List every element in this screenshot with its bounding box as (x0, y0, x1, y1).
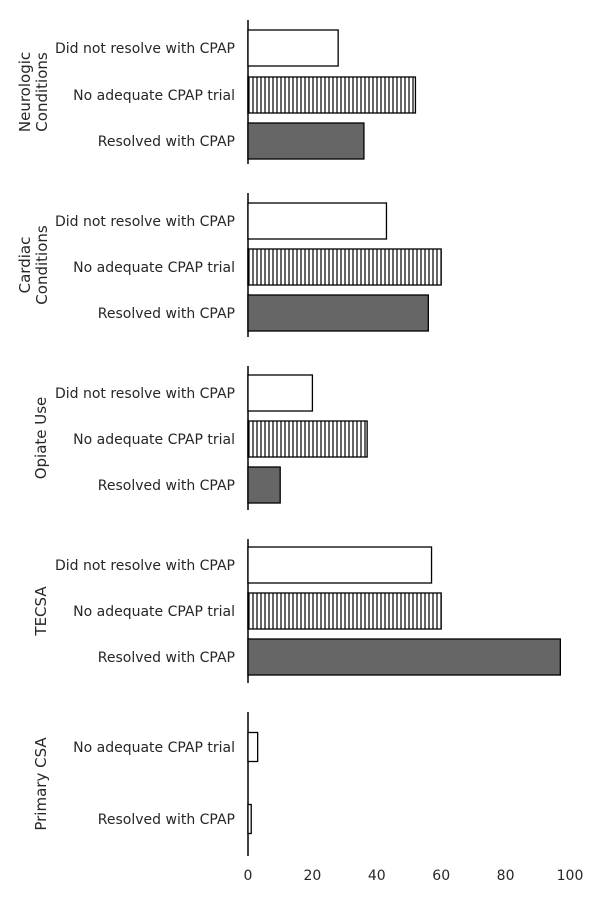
bar-resolved-with-cpap (247, 294, 429, 332)
x-tick-label: 20 (303, 868, 321, 884)
category-label: Resolved with CPAP (98, 478, 235, 494)
bar-no-adequate-cpap-trial (247, 731, 259, 763)
group-label: Opiate Use (32, 397, 50, 480)
x-tick-label: 40 (368, 868, 386, 884)
x-tick-label: 60 (432, 868, 450, 884)
x-tick-label: 100 (557, 868, 584, 884)
x-tick-label: 0 (244, 868, 253, 884)
bar-no-adequate-cpap-trial (247, 248, 442, 286)
bar-resolved-with-cpap (247, 122, 365, 160)
group-opiate-use: Opiate Use Did not resolve with CPAP No ad… (32, 366, 368, 510)
bar-did-not-resolve-with-cpap (247, 546, 433, 584)
group-label: Cardiac (16, 237, 34, 294)
category-label: Resolved with CPAP (98, 134, 235, 150)
category-label: Resolved with CPAP (98, 650, 235, 666)
x-tick-label: 80 (497, 868, 515, 884)
bar-did-not-resolve-with-cpap (247, 202, 388, 240)
category-label: Did not resolve with CPAP (55, 214, 235, 230)
group-label: Conditions (33, 225, 51, 305)
group-tecsa: TECSA Did not resolve with CPAP No adequat… (32, 539, 561, 683)
bar-no-adequate-cpap-trial (247, 420, 368, 458)
category-label: No adequate CPAP trial (73, 604, 235, 620)
category-label: No adequate CPAP trial (73, 432, 235, 448)
bar-resolved-with-cpap (247, 466, 281, 504)
category-label: Did not resolve with CPAP (55, 41, 235, 57)
group-primary-csa: Primary CSA No adequate CPAP trial Resolve… (32, 712, 259, 856)
group-label: Conditions (33, 52, 51, 132)
bar-resolved-with-cpap (247, 803, 252, 835)
group-label: Neurologic (16, 52, 34, 132)
category-label: No adequate CPAP trial (73, 260, 235, 276)
group-label: TECSA (32, 586, 50, 637)
category-label: No adequate CPAP trial (73, 88, 235, 104)
category-label: No adequate CPAP trial (73, 740, 235, 756)
category-label: Resolved with CPAP (98, 306, 235, 322)
category-label: Did not resolve with CPAP (55, 558, 235, 574)
group-label: Primary CSA (32, 737, 50, 831)
category-label: Resolved with CPAP (98, 812, 235, 828)
bar-no-adequate-cpap-trial (247, 592, 442, 630)
bar-did-not-resolve-with-cpap (247, 374, 314, 412)
bar-no-adequate-cpap-trial (247, 76, 417, 114)
bar-resolved-with-cpap (247, 638, 561, 676)
bar-did-not-resolve-with-cpap (247, 29, 339, 67)
category-label: Did not resolve with CPAP (55, 386, 235, 402)
